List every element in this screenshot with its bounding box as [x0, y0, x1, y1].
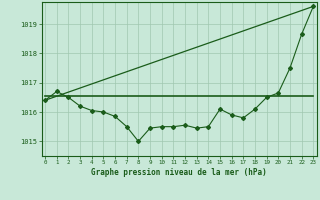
X-axis label: Graphe pression niveau de la mer (hPa): Graphe pression niveau de la mer (hPa) [91, 168, 267, 177]
